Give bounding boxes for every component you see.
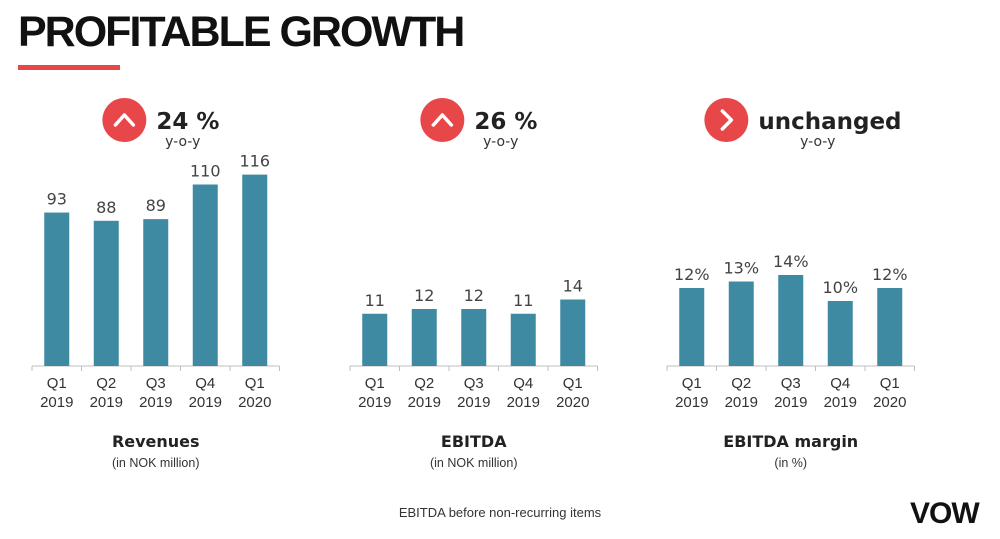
data-label: 88 [96, 198, 116, 217]
category-tick-label: 2019 [408, 394, 441, 411]
data-label: 11 [365, 291, 385, 310]
category-tick-label: 2020 [556, 394, 589, 411]
chart-subtitle: (in NOK million) [112, 456, 200, 470]
indicator-circle [102, 98, 147, 142]
bar [560, 299, 586, 366]
indicator-value: 26 % [474, 109, 537, 135]
category-tick-label: Q1 [245, 375, 265, 392]
category-tick-label: Q1 [47, 375, 67, 392]
data-label: 11 [513, 291, 533, 310]
indicator-circle [420, 98, 465, 142]
bar [192, 184, 218, 366]
bar [679, 288, 705, 366]
chart-subtitle: (in %) [774, 456, 807, 470]
chevron-right-icon [720, 109, 734, 131]
data-label: 116 [239, 152, 270, 171]
bar [510, 313, 536, 366]
category-tick-label: Q2 [731, 375, 751, 392]
bar [242, 174, 268, 366]
bar [44, 212, 70, 366]
category-tick-label: 2019 [675, 394, 708, 411]
bar [362, 313, 388, 366]
bar [411, 309, 437, 366]
category-tick-label: 2019 [40, 394, 73, 411]
category-tick-label: Q3 [781, 375, 801, 392]
footnote: EBITDA before non-recurring items [398, 505, 602, 520]
chart-subtitle: (in NOK million) [430, 456, 518, 470]
category-tick-label: 2019 [457, 394, 490, 411]
data-label: 12 [464, 286, 484, 305]
data-label: 13% [723, 259, 759, 278]
data-label: 110 [190, 162, 221, 181]
title-underline [18, 65, 120, 70]
category-tick-label: 2019 [725, 394, 758, 411]
chart-title: EBITDA margin [723, 432, 858, 451]
category-tick-label: Q2 [414, 375, 434, 392]
category-tick-label: Q4 [830, 375, 850, 392]
category-tick-label: Q3 [464, 375, 484, 392]
category-tick-label: Q1 [365, 375, 385, 392]
category-tick-label: 2019 [774, 394, 807, 411]
data-label: 93 [47, 190, 67, 209]
category-tick-label: Q3 [146, 375, 166, 392]
bar [93, 220, 119, 366]
page-title: PROFITABLE GROWTH [18, 8, 465, 56]
category-tick-label: 2019 [824, 394, 857, 411]
logo-text: VOW [910, 497, 980, 528]
indicator-subtext: y-o-y [800, 134, 835, 150]
category-tick-label: 2020 [238, 394, 271, 411]
indicator-value: 24 % [156, 109, 219, 135]
chevron-up-icon [113, 113, 136, 127]
bar [143, 219, 169, 366]
category-tick-label: Q1 [563, 375, 583, 392]
data-label: 12% [674, 265, 710, 284]
chart-title: EBITDA [441, 432, 507, 451]
indicator-circle [704, 98, 749, 142]
category-tick-label: 2019 [507, 394, 540, 411]
data-label: 10% [822, 278, 858, 297]
category-tick-label: 2019 [189, 394, 222, 411]
bar [877, 288, 903, 366]
indicator-subtext: y-o-y [165, 134, 200, 150]
indicator-value: unchanged [758, 109, 901, 135]
bar [728, 281, 754, 366]
category-tick-label: Q2 [96, 375, 116, 392]
category-tick-label: Q4 [195, 375, 215, 392]
data-label: 14 [563, 277, 583, 296]
bar [778, 275, 804, 366]
category-tick-label: Q1 [880, 375, 900, 392]
category-tick-label: 2019 [358, 394, 391, 411]
bar [827, 301, 853, 366]
vow-logo: VOW [910, 497, 981, 528]
category-tick-label: 2019 [90, 394, 123, 411]
chart-title: Revenues [112, 432, 200, 451]
chevron-up-icon [431, 113, 454, 127]
category-tick-label: 2020 [873, 394, 906, 411]
data-label: 12% [872, 265, 908, 284]
data-label: 12 [414, 286, 434, 305]
category-tick-label: 2019 [139, 394, 172, 411]
indicator-subtext: y-o-y [483, 134, 518, 150]
data-label: 14% [773, 252, 809, 271]
category-tick-label: Q4 [513, 375, 533, 392]
data-label: 89 [146, 196, 166, 215]
bar [461, 309, 487, 366]
category-tick-label: Q1 [682, 375, 702, 392]
